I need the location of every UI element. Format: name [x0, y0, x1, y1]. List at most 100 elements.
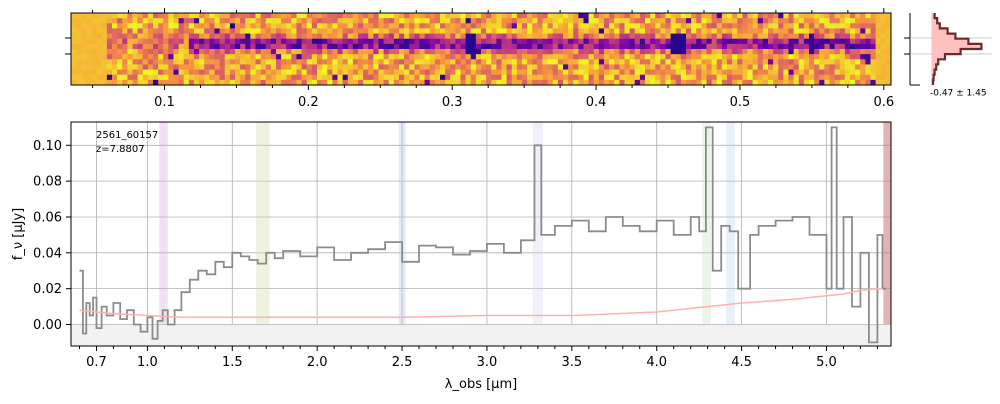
heatmap-cell: [834, 28, 841, 35]
heatmap-cell: [250, 59, 257, 66]
heatmap-cell: [542, 33, 549, 40]
heatmap-cell: [542, 59, 549, 66]
heatmap-cell: [737, 28, 743, 35]
heatmap-cell: [399, 33, 405, 40]
heatmap-cell: [465, 79, 472, 85]
heatmap-cell: [260, 13, 267, 19]
heatmap-cell: [368, 79, 374, 85]
heatmap-cell: [880, 49, 887, 55]
heatmap-cell: [650, 23, 656, 30]
heatmap-cell: [219, 23, 226, 30]
heatmap-cell: [358, 64, 364, 71]
heatmap-cell: [158, 18, 164, 24]
heatmap-cell: [260, 18, 267, 24]
heatmap-cell: [347, 64, 354, 71]
heatmap-cell: [778, 28, 784, 35]
heatmap-cell: [276, 23, 282, 30]
heatmap-cell: [286, 28, 292, 35]
heatmap-cell: [788, 13, 795, 19]
heatmap-cell: [798, 33, 805, 40]
heatmap-cell: [414, 79, 421, 85]
heatmap-cell: [337, 64, 344, 71]
heatmap-cell: [650, 74, 656, 81]
heatmap-cell: [178, 49, 185, 55]
heatmap-cell: [296, 23, 303, 30]
heatmap-cell: [686, 74, 692, 81]
heatmap-cell: [296, 43, 303, 50]
heatmap-cell: [424, 28, 431, 35]
heatmap-cell: [486, 59, 492, 66]
heatmap-cell: [76, 79, 82, 85]
heatmap-cell: [711, 38, 718, 45]
heatmap-cell: [604, 79, 610, 85]
heatmap-cell: [624, 74, 631, 81]
heatmap-cell: [250, 23, 257, 30]
heatmap-cell: [516, 54, 523, 60]
heatmap-cell: [885, 13, 891, 19]
heatmap-cell: [322, 38, 328, 45]
heatmap-cell: [773, 59, 779, 66]
heatmap-cell: [491, 33, 497, 40]
heatmap-cell: [96, 49, 103, 55]
heatmap-cell: [850, 79, 856, 85]
heatmap-cell: [655, 28, 661, 35]
heatmap-cell: [445, 13, 451, 19]
heatmap-cell: [419, 23, 426, 30]
heatmap-cell: [460, 64, 467, 71]
heatmap-cell: [568, 54, 574, 60]
heatmap-cell: [199, 18, 205, 24]
heatmap-cell: [629, 69, 636, 76]
heatmap-cell: [527, 18, 533, 24]
heatmap-cell: [373, 38, 380, 45]
heatmap-cell: [578, 13, 585, 19]
heatmap-cell: [752, 23, 759, 30]
heatmap-cell: [860, 59, 866, 66]
heatmap-cell: [383, 49, 390, 55]
heatmap-cell: [168, 74, 175, 81]
heatmap-cell: [255, 79, 262, 85]
heatmap-cell: [363, 64, 369, 71]
heatmap-cell: [214, 23, 221, 30]
heatmap-cell: [732, 54, 738, 60]
heatmap-cell: [875, 43, 882, 50]
heatmap-cell: [96, 74, 103, 81]
heatmap-cell: [424, 79, 431, 85]
heatmap-cell: [132, 13, 139, 19]
heatmap-cell: [588, 74, 595, 81]
heatmap-cell: [824, 28, 831, 35]
heatmap-cell: [706, 28, 713, 35]
heatmap-cell: [342, 38, 349, 45]
heatmap-cell: [199, 69, 205, 76]
heatmap-cell: [880, 54, 887, 60]
heatmap-cell: [224, 59, 231, 66]
heatmap-cell: [624, 43, 631, 50]
heatmap-cell: [301, 49, 308, 55]
heatmap-cell: [399, 79, 405, 85]
heatmap-cell: [532, 59, 538, 66]
heatmap-cell: [829, 54, 836, 60]
heatmap-cell: [834, 54, 841, 60]
heatmap-cell: [793, 18, 800, 24]
heatmap-cell: [481, 33, 487, 40]
heatmap-cell: [614, 33, 620, 40]
heatmap-cell: [839, 28, 846, 35]
heatmap-cell: [496, 79, 503, 85]
heatmap-cell: [839, 38, 846, 45]
heatmap-cell: [322, 54, 328, 60]
heatmap-cell: [578, 79, 585, 85]
heatmap-cell: [629, 74, 636, 81]
heatmap-cell: [506, 13, 513, 19]
heatmap-cell: [101, 49, 108, 55]
heatmap-cell: [880, 33, 887, 40]
heatmap-cell: [117, 28, 123, 35]
heatmap-cell: [793, 59, 800, 66]
heatmap-cell: [547, 28, 554, 35]
heatmap-cell: [173, 59, 180, 66]
heatmap-cell: [199, 79, 205, 85]
heatmap-cell: [496, 64, 503, 71]
heatmap-cell: [691, 49, 697, 55]
heatmap-cell: [414, 43, 421, 50]
heatmap-cell: [614, 74, 620, 81]
heatmap-cell: [721, 54, 728, 60]
heatmap-cell: [373, 64, 380, 71]
